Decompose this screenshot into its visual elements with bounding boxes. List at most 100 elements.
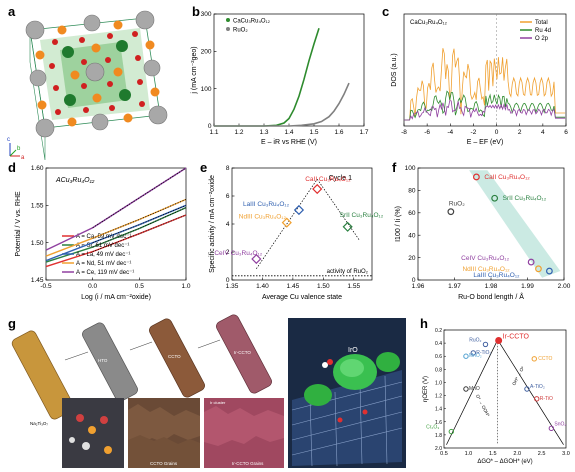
axis-c-label: c bbox=[7, 137, 10, 143]
y-tick-label: 20 bbox=[408, 255, 416, 262]
inset-ir-cluster-label: Ir cluster bbox=[210, 400, 226, 405]
legend-label-1: Total bbox=[535, 20, 548, 26]
chart-b: 1.1 1.2 1.3 1.4 1.5 1.6 1.7 0 100 200 300 E – iR vs… bbox=[191, 11, 369, 146]
data-point-6 bbox=[546, 267, 553, 275]
x-tick-label: -2 bbox=[471, 129, 477, 136]
panel-h: h 0.5 1.0 1.5 2.0 2.5 3.0 0.2 0.4 0.6 0.8 1.0 1.2 1.… bbox=[420, 316, 570, 465]
volcano-right-line bbox=[497, 339, 564, 445]
data-label-2: CaII Cu₃Ru₄O₁₂ bbox=[484, 174, 530, 181]
y-tick-label: 0.6 bbox=[435, 354, 442, 360]
inset-ccto-label: CCTO Grains bbox=[150, 461, 178, 466]
x-tick-label: 0.5 bbox=[440, 451, 448, 457]
plot-frame bbox=[403, 13, 567, 127]
x-tick-label: 2.5 bbox=[538, 451, 546, 457]
x-tick-label: 1.35 bbox=[226, 283, 239, 290]
tafel-fit-1 bbox=[92, 214, 187, 252]
volcano-right bbox=[316, 179, 361, 241]
legend-label-2: RuO₂ bbox=[233, 28, 248, 34]
x-tick-label: 1.5 bbox=[489, 451, 497, 457]
panel-f: f 1.96 1.97 1.98 1.99 2.00 0 20 40 60 80 100 Ru-O b… bbox=[392, 160, 571, 301]
x-tick-label: 1.97 bbox=[448, 283, 461, 290]
y-tick-label: 2.0 bbox=[435, 446, 442, 452]
y-tick-label: 1.50 bbox=[31, 240, 44, 247]
panel-e: e 1.35 1.40 1.45 1.50 1.55 0 2 4 6 8 Average Cu va… bbox=[200, 160, 384, 301]
data-point-5 bbox=[342, 221, 353, 232]
x-tick-label: 1.0 bbox=[465, 451, 473, 457]
legend-marker-1 bbox=[226, 18, 230, 22]
data-label-4: CaII Cu₃Ru₄O₁₂ bbox=[305, 176, 351, 183]
chart-c: -8 -6 -4 -2 0 2 4 6 E – EF (eV) DOS (a.u.) CaCu₃Ru… bbox=[391, 13, 568, 146]
arrow-1 bbox=[64, 351, 89, 361]
y-tick-label: 1.4 bbox=[435, 407, 442, 413]
x-tick-label: 0 bbox=[495, 129, 499, 136]
plot-frame bbox=[443, 329, 567, 449]
step-1-label: Na₂Ti₃O₇ bbox=[30, 421, 48, 426]
data-point-2 bbox=[281, 217, 292, 228]
x-tick-label: 1.96 bbox=[412, 283, 425, 290]
data-point-1 bbox=[495, 336, 503, 344]
legend-label-1: CaCu₃Ru₄O₁₂ bbox=[233, 19, 271, 25]
data-point-4 bbox=[463, 353, 469, 359]
step-2-label: HTO bbox=[98, 358, 108, 363]
panel-b-label: b bbox=[192, 4, 200, 19]
x-tick-label: -6 bbox=[424, 129, 430, 136]
volcano-left bbox=[256, 179, 318, 269]
x-axis-label: E – EF (eV) bbox=[467, 139, 504, 146]
ruo2-level-label: activity of RuO₂ bbox=[327, 269, 369, 275]
data-label-5: CCTO bbox=[538, 356, 552, 362]
y-tick-label: 300 bbox=[201, 11, 212, 18]
y-axis-label: I100 / Ii (%) bbox=[395, 206, 402, 242]
data-point-7 bbox=[524, 386, 530, 392]
data-label-2: RuO₂ bbox=[469, 337, 481, 343]
legend-label-1: A = Ca, 59 mV dec⁻¹ bbox=[76, 234, 131, 240]
y-tick-label: 0.4 bbox=[435, 341, 442, 347]
x-tick-label: 2.0 bbox=[513, 451, 521, 457]
data-label-5: SrII Cu₃Ru₄O₁₂ bbox=[340, 212, 384, 219]
x-axis-label: Ru-O bond length / Å bbox=[458, 292, 524, 301]
series-line-1 bbox=[214, 27, 320, 127]
y-tick-label: 8 bbox=[226, 165, 230, 172]
legend-label-2: A = Sr, 61 mV dec⁻¹ bbox=[76, 243, 129, 249]
panel-a-label: a bbox=[8, 4, 16, 19]
x-tick-label: 1.50 bbox=[317, 283, 330, 290]
data-point-9 bbox=[448, 428, 455, 435]
y-tick-label: 1.45 bbox=[31, 277, 44, 284]
x-axis-label: Average Cu valence state bbox=[262, 294, 342, 301]
y-axis-label: Specific activity / mA cm⁻²oxide bbox=[209, 175, 216, 273]
x-tick-label: 1.5 bbox=[309, 129, 318, 136]
synthesis-step-3: CCTO bbox=[149, 318, 205, 398]
x-tick-label: 6 bbox=[564, 129, 568, 136]
x-tick-label: 2 bbox=[518, 129, 522, 136]
panel-b: b 1.1 1.2 1.3 1.4 1.5 1.6 1.7 0 100 200 300 E – iR … bbox=[191, 4, 369, 146]
legend-label-3: A = La, 49 mV dec⁻¹ bbox=[76, 252, 130, 258]
data-point-5 bbox=[531, 356, 537, 362]
arrow-3 bbox=[197, 339, 221, 349]
chart-title: ACu₃Ru₄O₁₂ bbox=[55, 177, 95, 184]
x-tick-label: -4 bbox=[447, 129, 453, 136]
legend-label-5: A = Ce, 119 mV dec⁻¹ bbox=[76, 270, 134, 276]
plot-frame bbox=[231, 167, 373, 281]
y-tick-label: 40 bbox=[408, 232, 416, 239]
legend-label-2: Ru 4d bbox=[535, 28, 551, 34]
chart-h: 0.5 1.0 1.5 2.0 2.5 3.0 0.2 0.4 0.6 0.8 1.0 1.2 1.4 1… bbox=[423, 328, 570, 465]
step-3-label: CCTO bbox=[168, 354, 181, 359]
data-label-4: MnO₂ bbox=[469, 353, 482, 359]
data-label-3: SrII Cu₃Ru₄O₁₂ bbox=[503, 195, 547, 202]
data-label-4: CeIV Cu₃Ru₄O₁₂ bbox=[461, 255, 509, 262]
y-tick-label: 1.0 bbox=[435, 380, 442, 386]
y-tick-label: 0 bbox=[208, 123, 212, 130]
data-point-3 bbox=[470, 350, 476, 356]
dos-line-2 bbox=[404, 90, 566, 121]
data-point-3 bbox=[491, 194, 499, 202]
x-axis-label: ΔGO* – ΔGOH* (eV) bbox=[477, 459, 532, 465]
data-label-1: Ir-CCTO bbox=[503, 333, 530, 340]
panel-d-label: d bbox=[8, 160, 16, 175]
y-axis-label: DOS (a.u.) bbox=[391, 53, 398, 86]
arrow-2 bbox=[129, 341, 153, 351]
x-tick-label: 1.40 bbox=[256, 283, 269, 290]
y-tick-label: 1.6 bbox=[435, 420, 442, 426]
axis-triad: c b a bbox=[7, 137, 25, 161]
y-axis-label: j (mA cm⁻²geo) bbox=[191, 46, 198, 94]
x-tick-label: 1.4 bbox=[284, 129, 293, 136]
axis-b-label: b bbox=[17, 146, 21, 152]
